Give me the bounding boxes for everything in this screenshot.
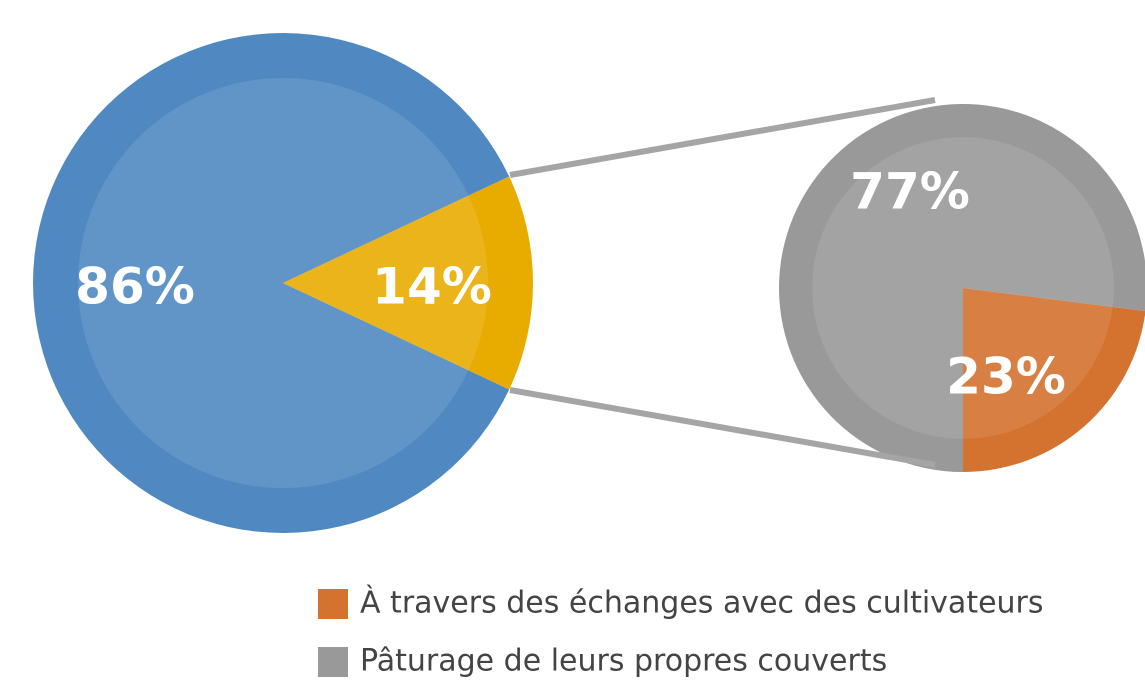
data-label: 23% [946, 348, 1066, 406]
connector [509, 387, 936, 468]
pie-slice [283, 176, 533, 390]
legend-swatch [318, 589, 348, 619]
data-label: 14% [372, 258, 492, 316]
slice-highlight [963, 288, 1113, 439]
connector [509, 97, 936, 178]
slice-highlight [812, 137, 1114, 439]
slice-highlight [78, 77, 469, 488]
data-label: 77% [850, 163, 970, 221]
pie-slice [33, 32, 510, 534]
legend-label: À travers des échanges avec des cultivat… [360, 585, 1044, 621]
legend-swatch [318, 647, 348, 677]
legend-label: Pâturage de leurs propres couverts [360, 644, 887, 679]
pie-slice [963, 288, 1145, 472]
pie-slice [779, 104, 1145, 472]
slice-highlight [283, 195, 488, 371]
data-label: 86% [75, 258, 195, 316]
